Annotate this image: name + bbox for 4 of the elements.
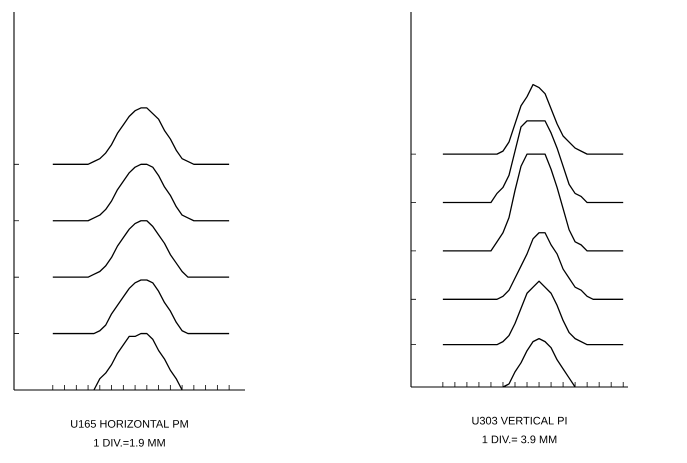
x-axis-title: U303 VERTICAL PI	[472, 416, 566, 425]
text: 1 DIV.=1.9 MM	[94, 438, 165, 447]
x-axis-title: U165 HORIZONTAL PM	[71, 420, 188, 428]
text: 1 DIV.= 3.9 MM	[482, 436, 556, 444]
